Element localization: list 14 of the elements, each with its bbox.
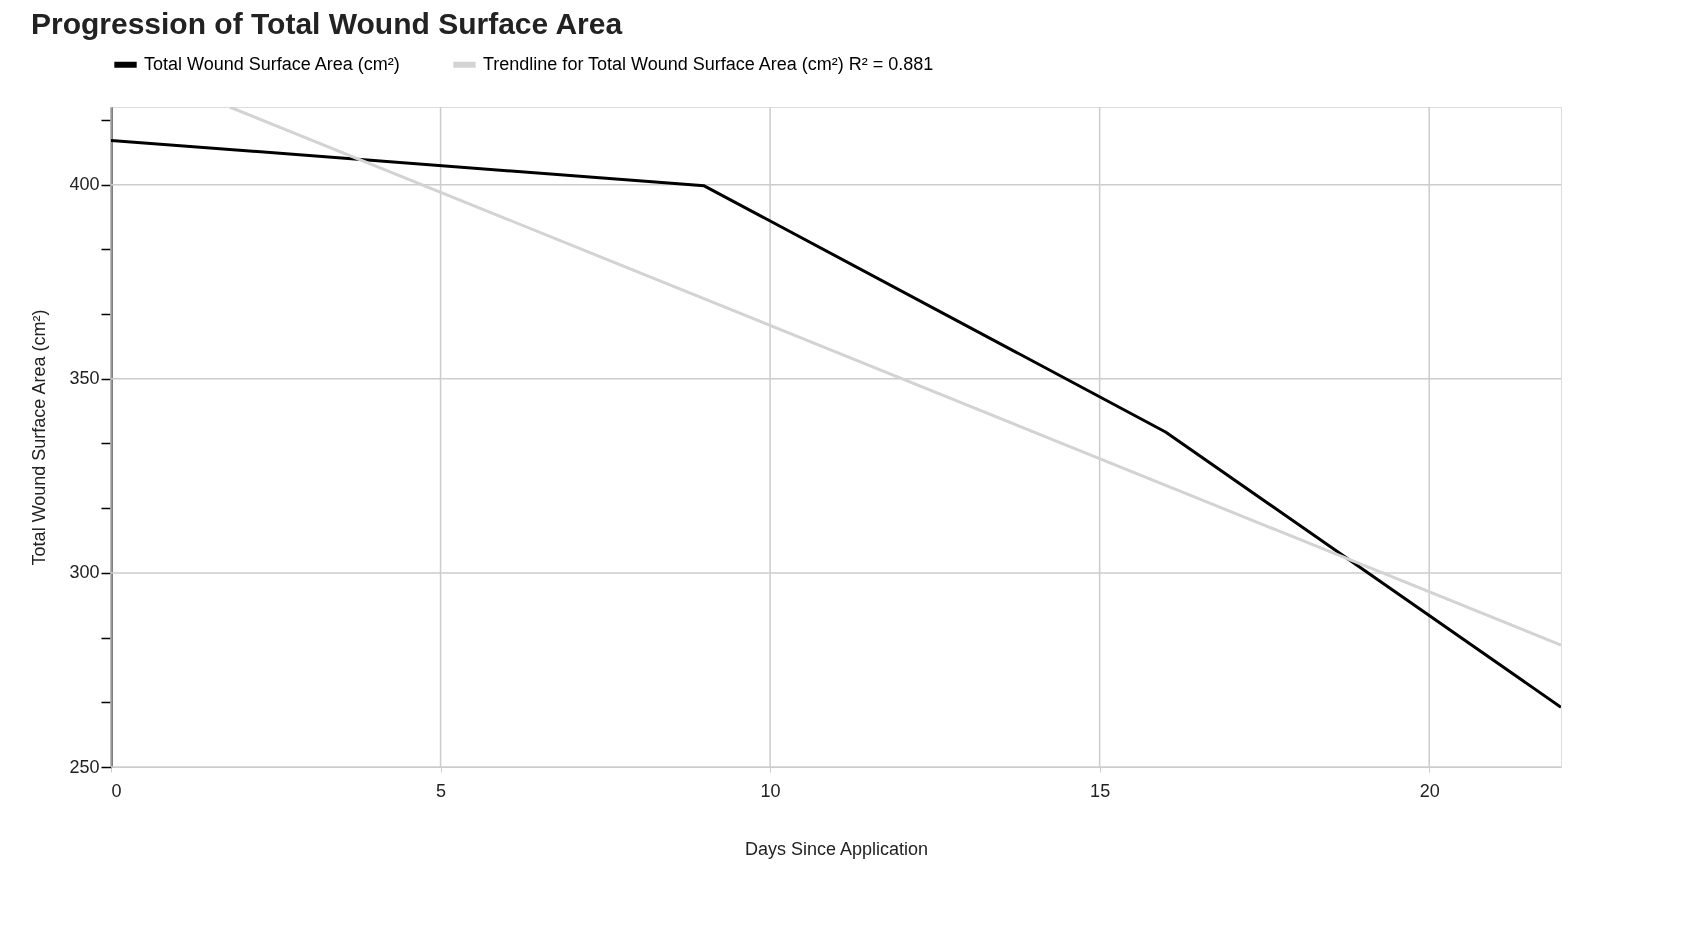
x-tick-label: 10 — [760, 780, 781, 801]
x-tick-label: 15 — [1090, 780, 1111, 801]
y-tick-label: 400 — [69, 174, 100, 195]
y-axis-title: Total Wound Surface Area (cm²) — [29, 309, 50, 566]
y-tick-label: 350 — [69, 368, 100, 389]
legend-label: Total Wound Surface Area (cm²) — [144, 53, 400, 74]
x-axis-title: Days Since Application — [744, 838, 929, 859]
y-tick-label: 250 — [69, 756, 100, 777]
x-tick-label: 5 — [436, 780, 447, 801]
chart-title: Progression of Total Wound Surface Area — [30, 7, 623, 40]
y-tick-label: 300 — [69, 562, 100, 583]
x-tick-label: 0 — [111, 780, 122, 801]
x-tick-label: 20 — [1419, 780, 1440, 801]
legend-label: Trendline for Total Wound Surface Area (cm²) R² = 0.881 — [483, 53, 934, 74]
